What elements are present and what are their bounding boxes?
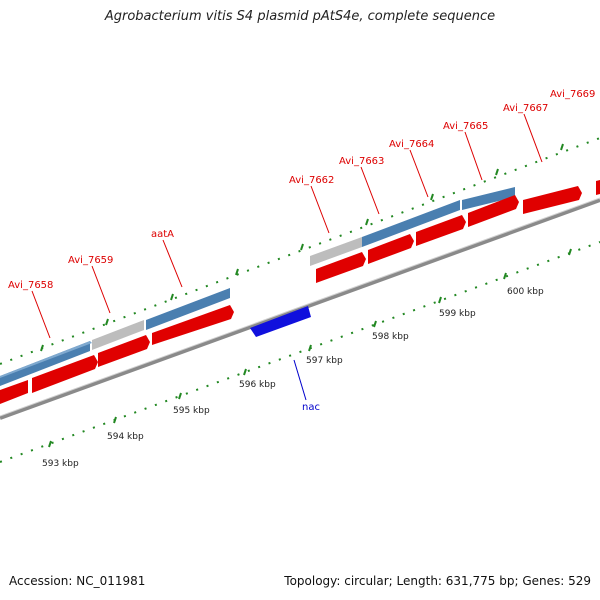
gene-arrow[interactable] [596,180,600,195]
feature-bar[interactable] [462,187,515,210]
gene-label[interactable]: Avi_7664 [389,139,434,150]
reverse-gene-arrow-nac[interactable] [250,306,311,337]
pseudo-feature-bar[interactable] [92,320,144,350]
gene-label[interactable]: Avi_7669 [550,89,595,100]
tick-label: 594 kbp [107,432,144,442]
outer-major-ticks [40,143,564,352]
feature-track [0,187,515,386]
gene-arrow[interactable] [416,215,466,246]
accession-text: Accession: NC_011981 [9,574,146,588]
gene-label[interactable]: nac [302,402,320,413]
topology-text: Topology: circular; Length: 631,775 bp; … [284,574,591,588]
backbone [0,198,600,420]
gene-arrow[interactable] [468,195,519,227]
map-title: Agrobacterium vitis S4 plasmid pAtS4e, c… [104,9,496,24]
label-leaders [31,113,543,339]
gene-arrow[interactable] [0,380,28,404]
tick-label: 598 kbp [372,332,409,342]
gene-label[interactable]: aatA [151,229,174,240]
gene-label[interactable]: Avi_7663 [339,156,384,167]
gene-label[interactable]: Avi_7665 [443,121,488,132]
tick-label: 596 kbp [239,380,276,390]
gene-label[interactable]: Avi_7659 [68,255,113,266]
scale-labels: 593 kbp 594 kbp 595 kbp 596 kbp 597 kbp … [42,287,544,469]
gene-arrow[interactable] [316,252,366,283]
gene-arrow[interactable] [32,355,98,393]
tick-label: 599 kbp [439,309,476,319]
gene-arrow[interactable] [368,234,414,264]
tick-label: 593 kbp [42,459,79,469]
label-leader-nac [293,359,307,401]
pseudo-feature-bar[interactable] [310,237,362,266]
gene-label[interactable]: Avi_7658 [8,280,53,291]
inner-major-ticks [48,248,572,448]
feature-bar[interactable] [146,288,230,330]
gene-arrow[interactable] [152,305,234,345]
tick-label: 600 kbp [507,287,544,297]
gene-label[interactable]: Avi_7667 [503,103,548,114]
tick-label: 597 kbp [306,356,343,366]
outer-tick-track [0,137,600,365]
gene-label[interactable]: Avi_7662 [289,175,334,186]
forward-genes [0,180,600,404]
inner-tick-track [0,241,600,463]
gene-labels: Avi_7658 Avi_7659 aatA Avi_7662 Avi_7663… [8,89,595,413]
feature-bar[interactable] [362,200,460,247]
backbone-highlight [0,197,600,417]
gene-arrow[interactable] [98,335,150,367]
feature-bar[interactable] [0,341,92,378]
tick-label: 595 kbp [173,406,210,416]
gene-arrow[interactable] [523,186,582,214]
